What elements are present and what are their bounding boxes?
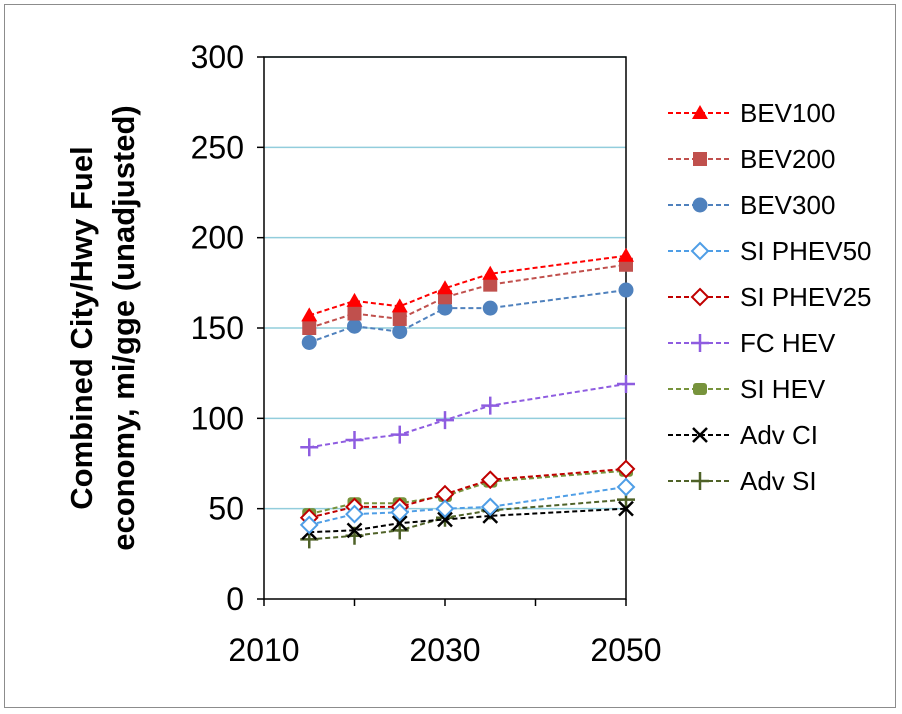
data-point-si-phev50-2030 [435, 499, 455, 519]
legend-swatch-marker-bev200 [693, 152, 707, 166]
data-point-fc-hev-2025 [390, 425, 409, 444]
series-line-adv-ci [309, 507, 627, 534]
data-point-si-phev50-2020 [345, 504, 364, 524]
x-tick-label-2050: 2050 [590, 632, 661, 668]
data-point-si-phev50-2025 [390, 502, 410, 522]
legend-item-adv-ci: Adv CI [668, 420, 818, 450]
y-tick-label-0: 0 [226, 581, 244, 617]
data-point-adv-ci-2025 [391, 515, 408, 532]
data-point-bev300-2015 [301, 334, 317, 350]
data-point-si-phev50-2015 [299, 515, 319, 535]
y-axis-label-line-2: economy, mi/gge (unadjusted) [106, 105, 141, 551]
legend-label-si-phev25: SI PHEV25 [740, 282, 872, 312]
data-point-si-phev50-2035 [480, 497, 500, 517]
data-point-bev100-2030 [437, 280, 453, 295]
y-tick-label-150: 150 [191, 310, 244, 346]
legend-swatch-marker-adv-ci [692, 427, 708, 443]
y-axis-label-line-1: Combined City/Hwy Fuel [64, 146, 99, 509]
legend: BEV100 BEV200 BEV300 SI PHEV50 SI PHEV25 FC H… [668, 98, 872, 496]
data-point-adv-ci-2050 [618, 500, 634, 517]
y-tick-label-50: 50 [208, 491, 244, 527]
data-point-fc-hev-2020 [345, 431, 364, 450]
legend-swatch-marker-adv-si [691, 472, 709, 490]
legend-item-adv-si: Adv SI [668, 466, 817, 496]
legend-item-fc-hev: FC HEV [668, 328, 836, 358]
data-point-fc-hev-2015 [300, 438, 319, 457]
legend-label-si-phev50: SI PHEV50 [740, 236, 872, 266]
data-point-bev200-2015 [302, 321, 317, 335]
y-axis-label: Combined City/Hwy Fuel economy, mi/gge (… [64, 105, 141, 551]
series-line-adv-si [309, 498, 627, 541]
legend-swatch-marker-si-hev [693, 383, 707, 395]
data-point-fc-hev-2030 [436, 411, 454, 430]
legend-swatch-marker-bev100 [692, 105, 708, 119]
data-point-bev100-2035 [482, 265, 499, 280]
series-si-phev50 [299, 477, 636, 535]
data-point-bev100-2025 [391, 298, 408, 313]
data-point-bev300-2030 [437, 300, 453, 316]
data-point-bev100-2020 [346, 292, 363, 307]
series-bev200 [302, 257, 633, 335]
legend-label-adv-ci: Adv CI [740, 420, 818, 450]
series-bev100 [301, 247, 634, 322]
legend-item-bev300: BEV300 [668, 190, 835, 220]
data-point-bev200-2020 [347, 306, 362, 321]
y-tick-label-100: 100 [191, 400, 244, 436]
legend-item-si-phev50: SI PHEV50 [668, 236, 872, 266]
series-fc-hev [300, 375, 635, 457]
legend-label-bev200: BEV200 [740, 144, 835, 174]
y-tick-label-300: 300 [191, 39, 244, 75]
series-line-bev100 [308, 254, 627, 317]
series-bev300 [301, 282, 634, 350]
legend-swatch-marker-bev300 [692, 197, 708, 213]
data-point-bev100-2015 [301, 307, 318, 322]
legend-swatch-marker-si-phev25 [690, 287, 710, 307]
data-point-bev300-2020 [347, 318, 362, 334]
data-point-si-phev25-2035 [480, 470, 500, 490]
series-line-si-phev25 [309, 467, 627, 519]
x-tick-label-2030: 2030 [409, 632, 480, 668]
legend-item-si-hev: SI HEV [668, 374, 826, 404]
y-tick-label-200: 200 [191, 220, 244, 256]
series-group [299, 247, 636, 549]
legend-label-adv-si: Adv SI [740, 466, 817, 496]
legend-label-si-hev: SI HEV [740, 374, 826, 404]
data-point-si-phev50-2050 [616, 477, 636, 497]
legend-label-bev300: BEV300 [740, 190, 835, 220]
y-tick-label-250: 250 [191, 129, 244, 165]
x-tick-label-2010: 2010 [228, 632, 299, 668]
series-line-si-phev50 [309, 485, 627, 526]
legend-item-bev200: BEV200 [668, 144, 835, 174]
data-point-fc-hev-2050 [617, 375, 635, 394]
axes: 0 50 100 150 200 250 300 2010 2030 2050 [191, 39, 662, 668]
legend-item-bev100: BEV100 [668, 98, 835, 128]
series-line-bev300 [308, 289, 627, 344]
legend-swatch-marker-si-phev50 [690, 241, 710, 261]
data-point-bev100-2050 [618, 247, 634, 262]
data-point-bev300-2025 [392, 324, 408, 340]
legend-label-fc-hev: FC HEV [740, 328, 836, 358]
data-point-bev200-2035 [483, 277, 498, 292]
data-point-bev200-2025 [392, 311, 407, 326]
legend-swatch-marker-fc-hev [691, 334, 709, 352]
legend-item-si-phev25: SI PHEV25 [668, 282, 872, 312]
legend-label-bev100: BEV100 [740, 98, 835, 128]
data-point-adv-ci-2020 [346, 522, 363, 539]
data-point-bev300-2035 [482, 300, 498, 316]
data-point-fc-hev-2035 [481, 396, 500, 415]
chart-frame [4, 4, 896, 708]
data-point-bev300-2050 [618, 282, 634, 298]
data-point-adv-ci-2030 [437, 511, 453, 528]
data-point-si-phev25-2050 [616, 459, 636, 479]
series-line-fc-hev [309, 383, 627, 449]
